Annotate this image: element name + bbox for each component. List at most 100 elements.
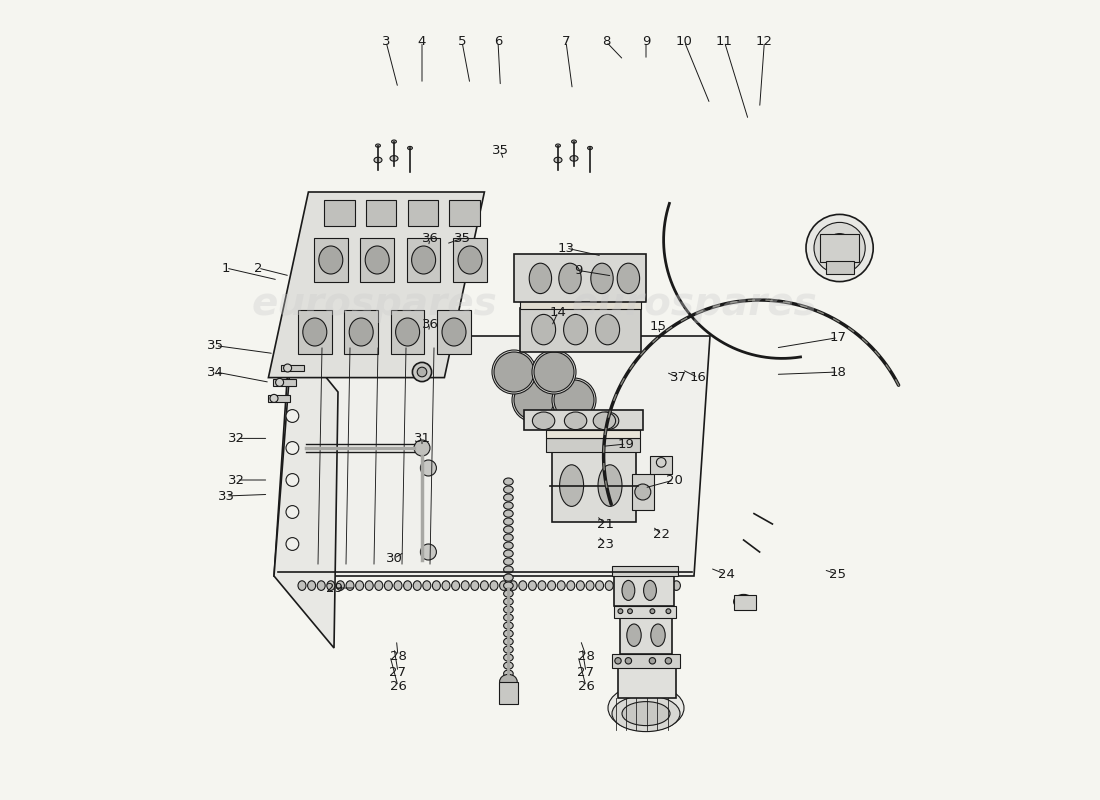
Ellipse shape bbox=[504, 590, 514, 597]
Bar bbox=[519, 301, 641, 309]
Circle shape bbox=[615, 658, 622, 664]
Text: 30: 30 bbox=[386, 552, 403, 565]
Circle shape bbox=[618, 609, 623, 614]
Ellipse shape bbox=[404, 581, 411, 590]
Text: 6: 6 bbox=[494, 35, 503, 48]
Text: 8: 8 bbox=[602, 35, 610, 48]
Ellipse shape bbox=[504, 502, 514, 510]
Text: 17: 17 bbox=[829, 331, 847, 344]
Text: 26: 26 bbox=[578, 680, 594, 693]
Ellipse shape bbox=[556, 144, 560, 147]
Ellipse shape bbox=[422, 581, 431, 590]
Bar bbox=[324, 200, 355, 226]
Circle shape bbox=[534, 352, 574, 392]
Polygon shape bbox=[274, 336, 338, 648]
Ellipse shape bbox=[529, 263, 551, 294]
Ellipse shape bbox=[481, 581, 488, 590]
Bar bbox=[734, 595, 757, 610]
Circle shape bbox=[514, 380, 554, 420]
Text: 27: 27 bbox=[578, 666, 594, 678]
Ellipse shape bbox=[504, 550, 514, 557]
Ellipse shape bbox=[504, 622, 514, 629]
Ellipse shape bbox=[384, 581, 393, 590]
Bar bbox=[551, 450, 636, 522]
Ellipse shape bbox=[504, 630, 514, 637]
Ellipse shape bbox=[392, 140, 396, 143]
Text: 18: 18 bbox=[829, 366, 846, 378]
Ellipse shape bbox=[504, 526, 514, 534]
Ellipse shape bbox=[442, 318, 466, 346]
Bar bbox=[267, 395, 290, 402]
Ellipse shape bbox=[531, 314, 556, 345]
Ellipse shape bbox=[504, 518, 514, 526]
Ellipse shape bbox=[414, 440, 430, 456]
Ellipse shape bbox=[591, 263, 613, 294]
Ellipse shape bbox=[663, 581, 671, 590]
Bar bbox=[821, 234, 859, 262]
Ellipse shape bbox=[532, 350, 576, 394]
Circle shape bbox=[628, 609, 632, 614]
Circle shape bbox=[806, 214, 873, 282]
Text: 23: 23 bbox=[597, 538, 615, 550]
Bar bbox=[546, 438, 640, 452]
Circle shape bbox=[420, 460, 437, 476]
Text: eurospares: eurospares bbox=[571, 285, 817, 323]
Ellipse shape bbox=[559, 263, 581, 294]
Ellipse shape bbox=[414, 581, 421, 590]
Bar bbox=[437, 310, 471, 354]
Text: 1: 1 bbox=[222, 262, 230, 274]
Ellipse shape bbox=[625, 581, 632, 590]
Bar bbox=[519, 308, 641, 352]
Circle shape bbox=[814, 222, 866, 274]
Circle shape bbox=[417, 367, 427, 377]
Ellipse shape bbox=[302, 318, 327, 346]
Ellipse shape bbox=[504, 542, 514, 549]
Ellipse shape bbox=[504, 646, 514, 653]
Text: 9: 9 bbox=[574, 264, 582, 277]
Bar bbox=[613, 566, 678, 576]
Ellipse shape bbox=[570, 155, 578, 161]
Bar bbox=[282, 365, 304, 371]
Ellipse shape bbox=[566, 581, 575, 590]
Circle shape bbox=[284, 364, 292, 372]
Bar bbox=[407, 238, 440, 282]
Ellipse shape bbox=[734, 594, 754, 609]
Bar bbox=[453, 238, 487, 282]
Ellipse shape bbox=[563, 314, 587, 345]
Ellipse shape bbox=[432, 581, 440, 590]
Circle shape bbox=[270, 394, 278, 402]
Ellipse shape bbox=[375, 581, 383, 590]
Bar bbox=[631, 474, 654, 510]
Bar bbox=[390, 310, 425, 354]
Circle shape bbox=[625, 658, 631, 664]
Ellipse shape bbox=[365, 246, 389, 274]
Bar bbox=[408, 200, 438, 226]
Ellipse shape bbox=[644, 581, 657, 600]
Text: 35: 35 bbox=[492, 144, 509, 157]
Text: 28: 28 bbox=[578, 650, 594, 662]
Text: 12: 12 bbox=[756, 35, 773, 48]
Ellipse shape bbox=[394, 581, 402, 590]
Ellipse shape bbox=[621, 581, 635, 600]
Text: 7: 7 bbox=[562, 35, 570, 48]
Ellipse shape bbox=[319, 246, 343, 274]
Ellipse shape bbox=[651, 624, 666, 646]
Circle shape bbox=[666, 609, 671, 614]
Ellipse shape bbox=[672, 581, 681, 590]
Text: 16: 16 bbox=[690, 371, 706, 384]
Ellipse shape bbox=[365, 581, 373, 590]
Ellipse shape bbox=[644, 581, 651, 590]
Ellipse shape bbox=[519, 581, 527, 590]
Text: 19: 19 bbox=[617, 438, 635, 450]
Text: 24: 24 bbox=[717, 568, 735, 581]
Text: 9: 9 bbox=[641, 35, 650, 48]
Text: 27: 27 bbox=[389, 666, 407, 678]
Bar bbox=[314, 238, 348, 282]
Ellipse shape bbox=[504, 478, 514, 485]
Ellipse shape bbox=[504, 534, 514, 541]
Circle shape bbox=[286, 442, 299, 454]
Text: 36: 36 bbox=[421, 318, 439, 330]
Text: 36: 36 bbox=[421, 232, 439, 245]
Ellipse shape bbox=[598, 465, 622, 506]
Text: 34: 34 bbox=[207, 366, 224, 378]
